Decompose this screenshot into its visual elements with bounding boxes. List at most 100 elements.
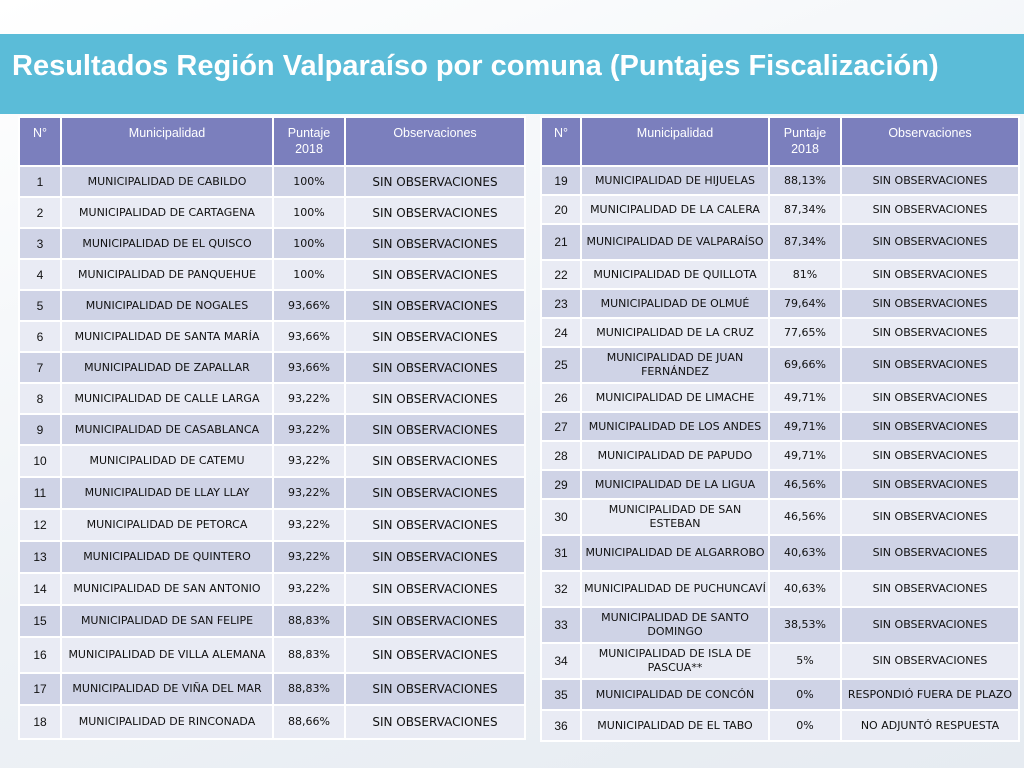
cell-observaciones: SIN OBSERVACIONES [346, 706, 524, 738]
header-num: N° [20, 118, 60, 165]
cell-number: 10 [20, 446, 60, 476]
cell-municipalidad: MUNICIPALIDAD DE CONCÓN [582, 680, 768, 709]
cell-puntaje: 100% [274, 198, 344, 227]
table-row: 2 MUNICIPALIDAD DE CARTAGENA 100% SIN OBSER… [20, 198, 524, 227]
cell-observaciones: SIN OBSERVACIONES [842, 348, 1018, 382]
cell-observaciones: SIN OBSERVACIONES [842, 261, 1018, 288]
cell-puntaje: 87,34% [770, 196, 840, 223]
cell-municipalidad: MUNICIPALIDAD DE ZAPALLAR [62, 353, 272, 382]
cell-municipalidad: MUNICIPALIDAD DE CALLE LARGA [62, 384, 272, 413]
table-row: 30 MUNICIPALIDAD DE SAN ESTEBAN 46,56% SIN … [542, 500, 1018, 534]
cell-number: 2 [20, 198, 60, 227]
cell-observaciones: SIN OBSERVACIONES [842, 608, 1018, 642]
cell-number: 15 [20, 606, 60, 636]
table-row: 21 MUNICIPALIDAD DE VALPARAÍSO 87,34% SIN O… [542, 225, 1018, 259]
header-num: N° [542, 118, 580, 165]
cell-observaciones: SIN OBSERVACIONES [346, 322, 524, 351]
table-body-left: 1 MUNICIPALIDAD DE CABILDO 100% SIN OBSERVA… [20, 167, 524, 738]
cell-observaciones: SIN OBSERVACIONES [346, 574, 524, 604]
header-puntaje-line2: 2018 [295, 142, 323, 156]
cell-puntaje: 93,22% [274, 446, 344, 476]
cell-number: 22 [542, 261, 580, 288]
cell-municipalidad: MUNICIPALIDAD DE EL TABO [582, 711, 768, 740]
cell-municipalidad: MUNICIPALIDAD DE LA CALERA [582, 196, 768, 223]
cell-number: 25 [542, 348, 580, 382]
cell-number: 6 [20, 322, 60, 351]
cell-municipalidad: MUNICIPALIDAD DE HIJUELAS [582, 167, 768, 194]
cell-puntaje: 88,13% [770, 167, 840, 194]
header-puntaje: Puntaje 2018 [274, 118, 344, 165]
cell-observaciones: SIN OBSERVACIONES [346, 478, 524, 508]
table-row: 33 MUNICIPALIDAD DE SANTO DOMINGO 38,53% SI… [542, 608, 1018, 642]
cell-puntaje: 93,66% [274, 291, 344, 320]
cell-puntaje: 40,63% [770, 536, 840, 570]
cell-observaciones: SIN OBSERVACIONES [346, 229, 524, 258]
table-row: 7 MUNICIPALIDAD DE ZAPALLAR 93,66% SIN OBSE… [20, 353, 524, 382]
table-row: 19 MUNICIPALIDAD DE HIJUELAS 88,13% SIN OBS… [542, 167, 1018, 194]
cell-puntaje: 46,56% [770, 500, 840, 534]
header-puntaje-line1: Puntaje [783, 126, 827, 140]
cell-puntaje: 88,83% [274, 638, 344, 672]
cell-municipalidad: MUNICIPALIDAD DE RINCONADA [62, 706, 272, 738]
table-body-right: 19 MUNICIPALIDAD DE HIJUELAS 88,13% SIN OBS… [542, 167, 1018, 740]
cell-number: 20 [542, 196, 580, 223]
cell-puntaje: 88,83% [274, 674, 344, 704]
cell-observaciones: SIN OBSERVACIONES [842, 442, 1018, 469]
cell-municipalidad: MUNICIPALIDAD DE NOGALES [62, 291, 272, 320]
table-header-row: N° Municipalidad Puntaje 2018 Observacion… [20, 118, 524, 165]
cell-municipalidad: MUNICIPALIDAD DE EL QUISCO [62, 229, 272, 258]
cell-puntaje: 77,65% [770, 319, 840, 346]
cell-observaciones: SIN OBSERVACIONES [842, 225, 1018, 259]
cell-number: 4 [20, 260, 60, 289]
table-row: 6 MUNICIPALIDAD DE SANTA MARÍA 93,66% SIN O… [20, 322, 524, 351]
cell-puntaje: 79,64% [770, 290, 840, 317]
table-row: 20 MUNICIPALIDAD DE LA CALERA 87,34% SIN OB… [542, 196, 1018, 223]
header-municipalidad: Municipalidad [62, 118, 272, 165]
cell-puntaje: 100% [274, 167, 344, 196]
table-row: 9 MUNICIPALIDAD DE CASABLANCA 93,22% SIN OB… [20, 415, 524, 444]
cell-number: 14 [20, 574, 60, 604]
cell-observaciones: SIN OBSERVACIONES [346, 384, 524, 413]
cell-observaciones: SIN OBSERVACIONES [842, 319, 1018, 346]
cell-number: 11 [20, 478, 60, 508]
results-table-right: N° Municipalidad Puntaje 2018 Observacion… [540, 116, 1020, 742]
cell-number: 28 [542, 442, 580, 469]
cell-number: 8 [20, 384, 60, 413]
cell-observaciones: SIN OBSERVACIONES [346, 260, 524, 289]
cell-puntaje: 38,53% [770, 608, 840, 642]
cell-observaciones: SIN OBSERVACIONES [842, 536, 1018, 570]
cell-municipalidad: MUNICIPALIDAD DE LIMACHE [582, 384, 768, 411]
cell-number: 23 [542, 290, 580, 317]
cell-puntaje: 88,83% [274, 606, 344, 636]
cell-observaciones: SIN OBSERVACIONES [346, 415, 524, 444]
cell-number: 5 [20, 291, 60, 320]
table-row: 12 MUNICIPALIDAD DE PETORCA 93,22% SIN OBSE… [20, 510, 524, 540]
header-puntaje-line2: 2018 [791, 142, 819, 156]
cell-number: 29 [542, 471, 580, 498]
cell-observaciones: SIN OBSERVACIONES [842, 500, 1018, 534]
cell-observaciones: SIN OBSERVACIONES [842, 290, 1018, 317]
cell-number: 31 [542, 536, 580, 570]
table-row: 10 MUNICIPALIDAD DE CATEMU 93,22% SIN OBSER… [20, 446, 524, 476]
cell-observaciones: SIN OBSERVACIONES [842, 471, 1018, 498]
cell-municipalidad: MUNICIPALIDAD DE CABILDO [62, 167, 272, 196]
header-observaciones: Observaciones [346, 118, 524, 165]
table-row: 1 MUNICIPALIDAD DE CABILDO 100% SIN OBSERVA… [20, 167, 524, 196]
cell-number: 35 [542, 680, 580, 709]
cell-municipalidad: MUNICIPALIDAD DE ALGARROBO [582, 536, 768, 570]
table-row: 8 MUNICIPALIDAD DE CALLE LARGA 93,22% SIN O… [20, 384, 524, 413]
table-row: 27 MUNICIPALIDAD DE LOS ANDES 49,71% SIN OB… [542, 413, 1018, 440]
cell-municipalidad: MUNICIPALIDAD DE LA CRUZ [582, 319, 768, 346]
cell-number: 33 [542, 608, 580, 642]
header-puntaje: Puntaje 2018 [770, 118, 840, 165]
cell-observaciones: RESPONDIÓ FUERA DE PLAZO [842, 680, 1018, 709]
table-row: 16 MUNICIPALIDAD DE VILLA ALEMANA 88,83% SI… [20, 638, 524, 672]
table-row: 36 MUNICIPALIDAD DE EL TABO 0% NO ADJUNTÓ R… [542, 711, 1018, 740]
header-puntaje-line1: Puntaje [287, 126, 331, 140]
table-row: 28 MUNICIPALIDAD DE PAPUDO 49,71% SIN OBSER… [542, 442, 1018, 469]
cell-number: 30 [542, 500, 580, 534]
table-row: 18 MUNICIPALIDAD DE RINCONADA 88,66% SIN OB… [20, 706, 524, 738]
cell-observaciones: SIN OBSERVACIONES [346, 446, 524, 476]
cell-municipalidad: MUNICIPALIDAD DE SAN FELIPE [62, 606, 272, 636]
cell-municipalidad: MUNICIPALIDAD DE QUINTERO [62, 542, 272, 572]
